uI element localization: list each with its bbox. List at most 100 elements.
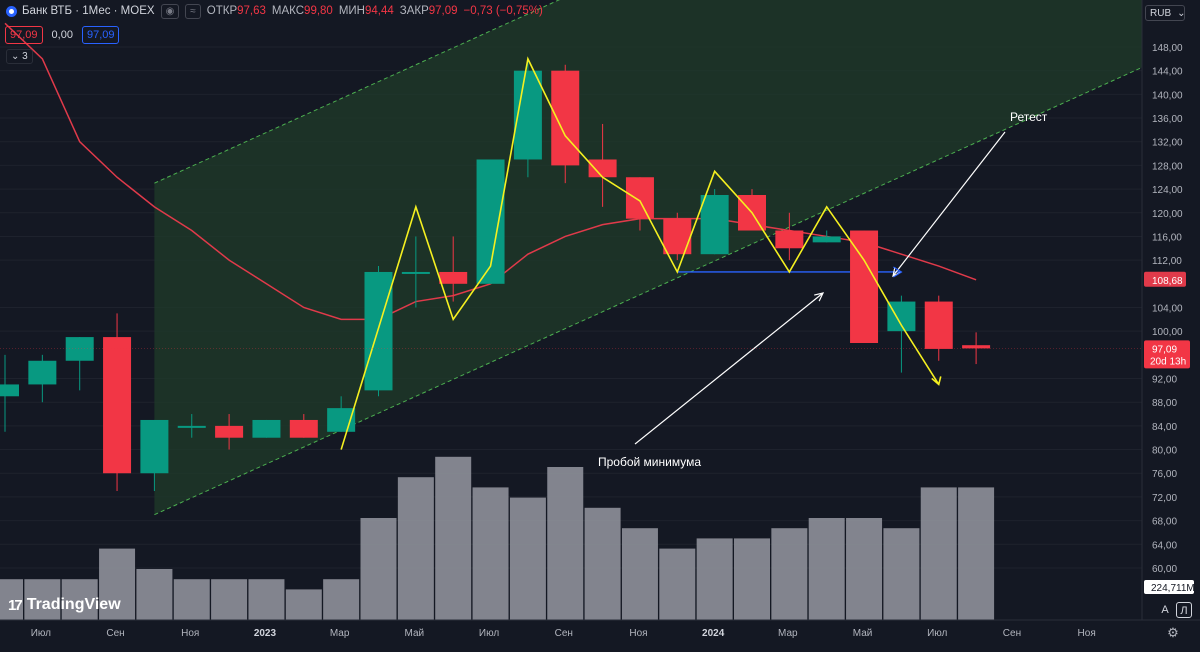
price-tick-label: 72,00 — [1152, 493, 1177, 504]
gear-icon[interactable]: ⚙ — [1167, 625, 1179, 640]
time-tick-label: Сен — [106, 628, 124, 639]
volume-bar — [323, 579, 360, 620]
time-tick-label: Ноя — [1078, 628, 1096, 639]
annotation-breakout: Пробой минимума — [598, 455, 701, 469]
candle-body — [439, 271, 468, 284]
volume-bar — [472, 487, 509, 620]
volume-bar — [584, 507, 621, 620]
auto-scale-button[interactable]: A — [1161, 604, 1169, 616]
price-tick-label: 68,00 — [1152, 517, 1177, 528]
candle-body — [28, 360, 57, 385]
candle-body — [65, 337, 94, 361]
candle-body — [924, 301, 953, 349]
close-label: ЗАКР — [399, 5, 429, 17]
volume-bar — [734, 538, 770, 620]
eye-icon[interactable]: ◉ — [160, 3, 180, 19]
candle-body — [364, 271, 393, 391]
price-tick-label: 128,00 — [1152, 161, 1183, 172]
open-value: 97,63 — [237, 5, 266, 17]
volume-label: 224,711M — [1151, 583, 1195, 594]
volume-bar — [211, 579, 248, 620]
pattern-zigzag — [340, 56, 940, 450]
ma-price-tag — [1144, 271, 1186, 287]
retest-arrow — [892, 131, 1006, 277]
volume-bar — [771, 528, 808, 620]
candle-body — [103, 337, 132, 474]
price-tick-label: 148,00 — [1152, 43, 1183, 54]
buy-button[interactable]: 97,09 — [81, 26, 120, 44]
support-arrowhead — [893, 266, 903, 278]
candle-body — [0, 384, 19, 397]
channel-bottom-line — [154, 66, 1143, 516]
chevron-down-icon: ⌄ — [11, 51, 23, 62]
candle-body — [177, 425, 206, 428]
last-price-tag — [1144, 340, 1190, 369]
close-value: 97,09 — [428, 5, 458, 17]
volume-bar — [846, 518, 883, 620]
volume-bar — [136, 569, 173, 620]
tv-mark-icon: 17 — [8, 596, 23, 614]
volume-bar — [173, 579, 210, 620]
volume-bar — [958, 487, 995, 620]
volume-bar — [248, 579, 285, 620]
price-tick-label: 120,00 — [1152, 209, 1183, 220]
symbol-title[interactable]: Банк ВТБ · 1Мес · MOEX — [22, 5, 155, 17]
indicators-toggle[interactable]: ⌄ 3 — [6, 49, 33, 64]
change-value: −0,73 (−0,75%) — [463, 5, 543, 17]
volume-bar — [883, 528, 920, 620]
ma-price-label: 108,68 — [1152, 276, 1183, 287]
candle-body — [663, 218, 692, 255]
price-tick-label: 104,00 — [1152, 303, 1183, 314]
high-value: 99,80 — [304, 5, 333, 17]
price-tick-label: 64,00 — [1152, 540, 1177, 551]
price-tick-label: 80,00 — [1152, 446, 1177, 457]
currency-label: RUB — [1150, 8, 1172, 19]
volume-bar — [547, 467, 584, 620]
volume-bar — [61, 579, 98, 620]
low-value: 94,44 — [364, 5, 394, 17]
currency-selector[interactable]: RUB ⌄ — [1145, 5, 1186, 21]
price-tick-label: 76,00 — [1152, 469, 1177, 480]
breakout-arrow-head — [814, 292, 825, 302]
price-tick-label: 92,00 — [1152, 375, 1177, 386]
spread-value: 0,00 — [51, 29, 73, 41]
volume-bar — [920, 487, 957, 620]
price-tick-label: 112,00 — [1152, 256, 1182, 267]
high-label: МАКС — [271, 5, 305, 17]
time-tick-label: Май — [853, 628, 873, 639]
candle-body — [775, 230, 804, 249]
candle-body — [700, 195, 729, 255]
price-tick-label: 84,00 — [1152, 422, 1177, 433]
indicators-count: 3 — [22, 51, 28, 62]
candle-body — [962, 345, 991, 349]
open-label: ОТКР — [206, 5, 238, 17]
volume-bar — [360, 518, 397, 620]
candle-body — [252, 419, 281, 438]
candle-body — [625, 177, 654, 219]
price-axis-bg — [1142, 0, 1200, 647]
price-tick-label: 116,00 — [1152, 232, 1182, 243]
time-tick-label: 2024 — [702, 628, 725, 639]
candle-body — [551, 70, 580, 166]
candle-body — [140, 419, 169, 474]
volume-bar — [0, 579, 23, 620]
time-tick-label: Июл — [31, 628, 51, 639]
candle-body — [850, 230, 879, 343]
volume-bar — [99, 548, 136, 620]
low-label: МИН — [338, 5, 365, 17]
candle-body — [588, 159, 617, 178]
logo-text: TradingView — [26, 596, 121, 613]
candle-body — [401, 271, 430, 274]
log-scale-button[interactable]: Л — [1176, 602, 1192, 618]
trade-bar: 97,09 0,00 97,09 — [5, 26, 120, 44]
volume-bar — [621, 528, 658, 620]
price-tick-label: 88,00 — [1152, 398, 1177, 409]
time-tick-label: Ноя — [629, 628, 647, 639]
wave-icon[interactable]: ≈ — [185, 3, 201, 19]
volume-bar — [24, 579, 61, 620]
sell-button[interactable]: 97,09 — [5, 26, 43, 44]
volume-bar — [509, 497, 546, 620]
time-tick-label: Сен — [1003, 628, 1021, 639]
